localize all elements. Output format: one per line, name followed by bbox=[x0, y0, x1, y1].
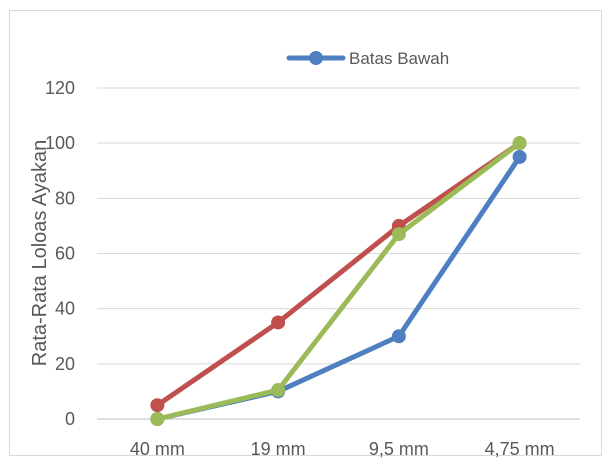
y-tick-label: 120 bbox=[45, 78, 75, 98]
data-point bbox=[391, 329, 406, 344]
series-1 bbox=[150, 149, 527, 426]
y-tick-label: 60 bbox=[55, 244, 75, 264]
series-line bbox=[154, 154, 523, 422]
legend-marker-batas-bawah bbox=[309, 51, 323, 65]
y-tick-label: 0 bbox=[65, 409, 75, 429]
x-tick-label: 40 mm bbox=[130, 439, 185, 459]
x-tick-label: 19 mm bbox=[251, 439, 306, 459]
y-tick-label: 20 bbox=[55, 354, 75, 374]
data-point bbox=[512, 149, 527, 164]
series-line bbox=[154, 140, 523, 422]
data-point bbox=[271, 383, 286, 398]
x-tick-label: 4,75 mm bbox=[485, 439, 555, 459]
data-point bbox=[150, 398, 165, 413]
x-tick-labels: 40 mm 19 mm 9,5 mm 4,75 mm bbox=[130, 439, 555, 459]
x-tick-label: 9,5 mm bbox=[369, 439, 429, 459]
y-tick-label: 40 bbox=[55, 299, 75, 319]
data-point bbox=[391, 227, 406, 242]
y-tick-labels: 0 20 40 60 80 100 120 bbox=[45, 78, 75, 429]
series-line bbox=[154, 140, 523, 408]
legend-label-batas-bawah: Batas Bawah bbox=[349, 49, 449, 68]
data-point bbox=[150, 412, 165, 426]
data-point bbox=[271, 315, 286, 330]
series-3 bbox=[150, 136, 527, 426]
y-tick-label: 100 bbox=[45, 133, 75, 153]
series-lines bbox=[150, 136, 527, 426]
chart-area bbox=[9, 10, 602, 456]
data-point bbox=[512, 136, 527, 151]
y-tick-label: 80 bbox=[55, 188, 75, 208]
y-axis-title: Rata-Rata Loloas Ayakan bbox=[29, 140, 51, 366]
gridlines bbox=[97, 87, 580, 420]
legend: Batas Bawah bbox=[286, 49, 449, 68]
